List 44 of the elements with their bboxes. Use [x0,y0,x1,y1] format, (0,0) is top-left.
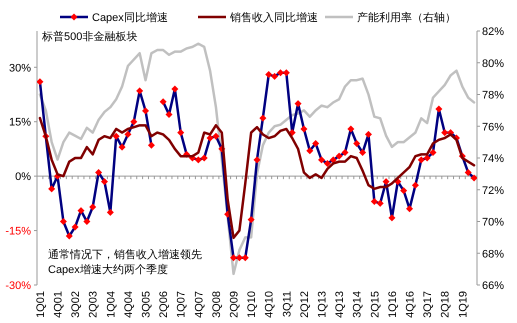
y2-tick-label: 72% [482,184,504,197]
x-tick-label: 4Q13 [334,291,346,318]
y-tick-label: 30% [8,62,32,74]
x-tick-label: 3Q11 [281,291,294,318]
y-tick-label: 0% [15,171,32,184]
x-tick-label: 3Q14 [352,291,364,318]
annotation: 通常情况下，销售收入增速领先Capex增速大约两个季度 [48,248,203,278]
legend-label: 销售收入同比增速 [229,11,318,24]
x-tick-label: 2Q09 [228,291,241,318]
y2-tick-label: 76% [482,121,504,134]
x-tick-label: 4Q01 [52,291,65,318]
x-tick-label: 2Q03 [88,291,100,318]
x-tick-label: 4Q07 [193,291,206,318]
x-tick-label: 4Q04 [122,291,135,318]
x-tick-label: 2Q06 [158,291,170,318]
y2-tick-label: 80% [482,58,504,70]
x-tick-label: 1Q13 [316,291,329,318]
x-tick-label: 1Q19 [457,291,470,318]
x-tick-label: 4Q10 [264,291,276,318]
y2-tick-label: 66% [482,280,504,292]
x-tick-label: 3Q05 [140,291,153,318]
x-tick-label: 1Q04 [105,291,118,318]
y2-tick-label: 70% [482,216,504,228]
x-tick-label: 2Q12 [298,291,311,318]
legend-label: Capex同比增速 [92,11,168,24]
x-tick-label: 2Q18 [440,291,452,318]
x-tick-label: 3Q08 [210,291,223,318]
x-tick-label: 4Q16 [404,291,417,318]
y2-tick-label: 68% [482,248,504,260]
x-tick-label: 1Q07 [176,291,188,318]
y2-tick-label: 82% [482,26,504,38]
x-tick-label: 1Q16 [386,291,399,318]
y-tick-label: 15% [8,116,32,129]
annotation: 标普500非金融板块 [42,30,138,45]
x-tick-label: 3Q17 [422,291,434,318]
x-tick-label: 1Q01 [34,291,47,318]
y2-tick-label: 74% [482,153,504,165]
y-tick-label: -15% [5,226,32,238]
x-tick-label: 2Q15 [369,291,382,318]
x-tick-label: 1Q10 [246,291,258,318]
legend-label: 产能利用率（右轴） [357,11,456,24]
y2-tick-label: 78% [482,90,504,102]
x-tick-label: 3Q02 [70,291,82,318]
y-tick-label: -30% [5,280,32,292]
